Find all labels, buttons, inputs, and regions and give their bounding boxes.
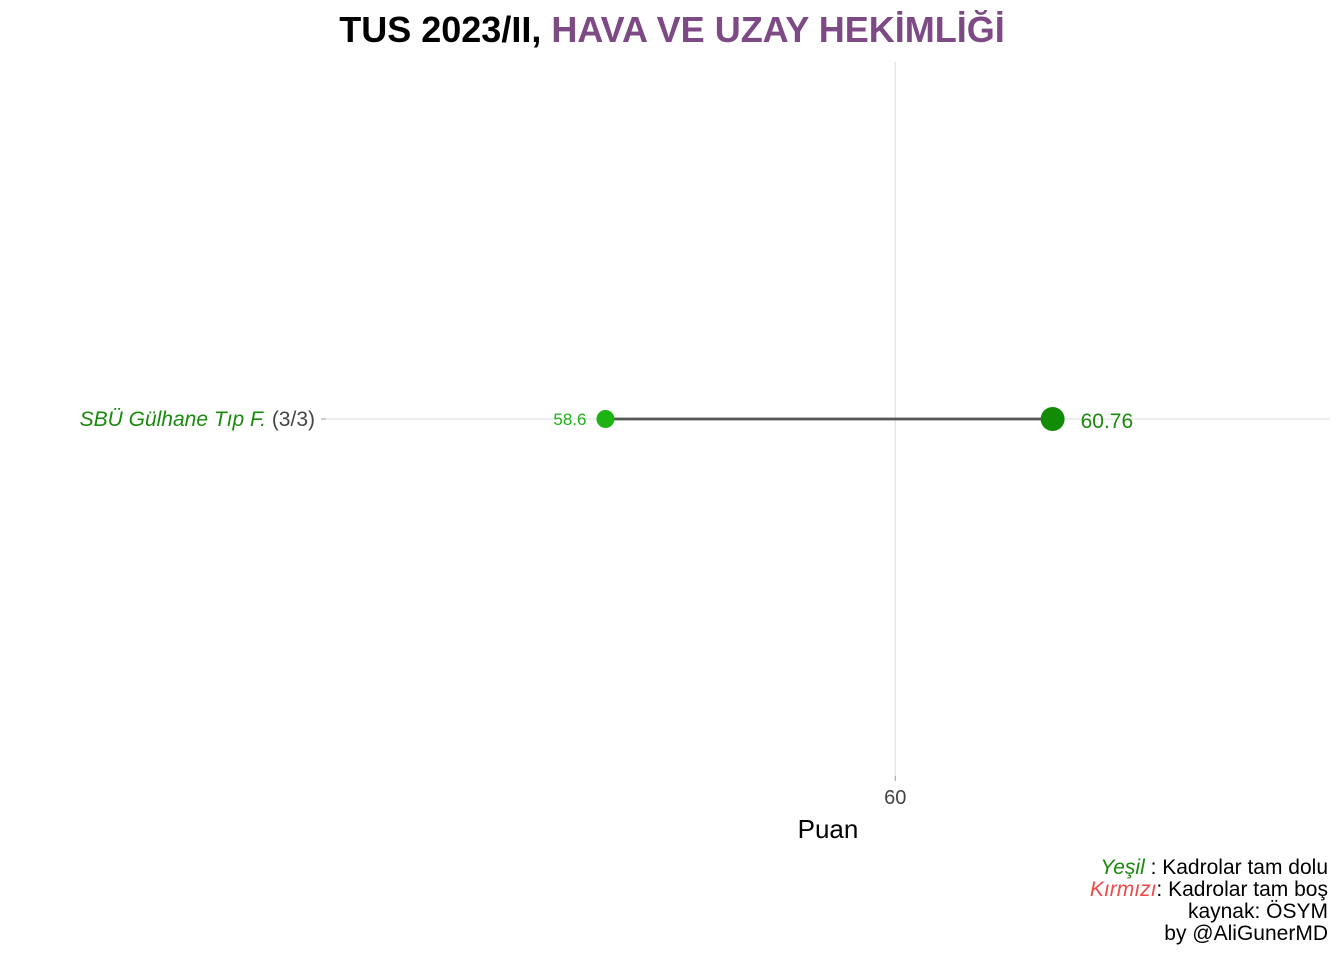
caption-source: kaynak: ÖSYM [1187,900,1328,923]
y-tick-label: SBÜ Gülhane Tıp F. (3/3) [80,408,315,431]
min-point [596,410,615,428]
chart-title-highlight: HAVA VE UZAY HEKİMLİĞİ [551,9,1005,50]
x-tick-label: 60 [884,787,906,809]
caption-legend-green: Yeşil : Kadrolar tam dolu [1090,857,1328,879]
x-axis-title: Puan [798,814,859,844]
category-quota: (3/3) [266,408,315,431]
caption-legend-red: Kırmızı: Kadrolar tam boş [1090,879,1328,901]
caption-red-word: Kırmızı [1089,878,1157,901]
category-name: SBÜ Gülhane Tıp F. [80,408,266,431]
caption-green-word: Yeşil [1100,856,1145,879]
caption-author: by @AliGunerMD [1164,922,1328,945]
max-point [1040,407,1065,431]
chart-title-prefix: TUS 2023/II, [339,9,552,50]
chart-caption: Yeşil : Kadrolar tam dolu Kırmızı: Kadro… [1090,857,1328,945]
max-value-label: 60.76 [1081,410,1134,433]
caption-green-text: : Kadrolar tam dolu [1144,856,1328,879]
chart-title: TUS 2023/II, HAVA VE UZAY HEKİMLİĞİ [0,8,1344,52]
min-value-label: 58.6 [553,410,586,429]
caption-red-text: : Kadrolar tam boş [1156,878,1328,901]
